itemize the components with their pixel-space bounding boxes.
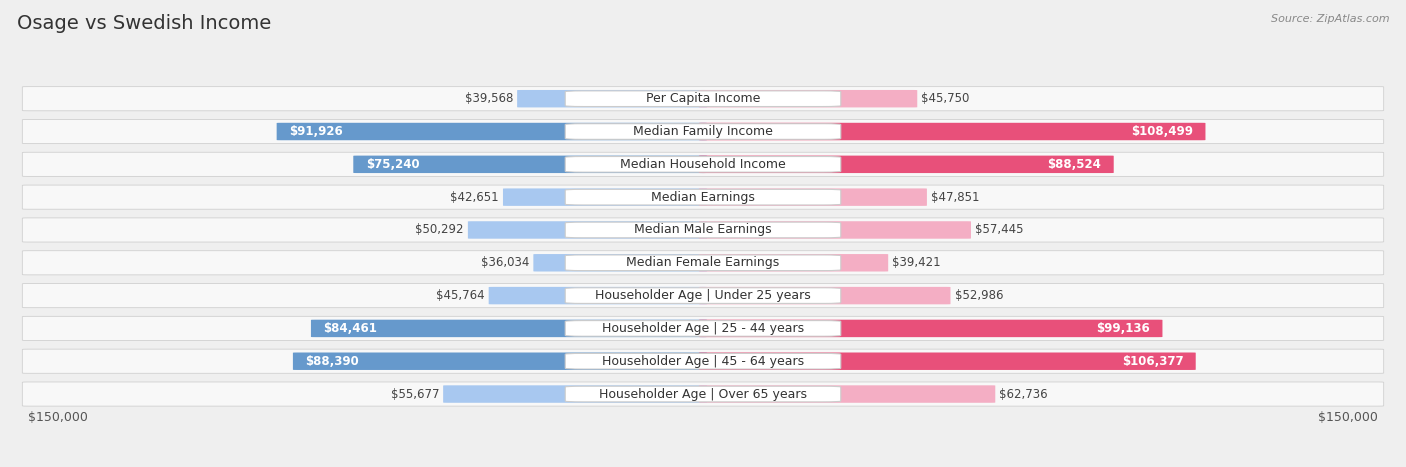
- FancyBboxPatch shape: [22, 283, 1384, 308]
- FancyBboxPatch shape: [22, 382, 1384, 406]
- FancyBboxPatch shape: [565, 354, 841, 369]
- Text: $88,524: $88,524: [1047, 158, 1101, 171]
- FancyBboxPatch shape: [22, 185, 1384, 209]
- Text: Householder Age | Under 25 years: Householder Age | Under 25 years: [595, 289, 811, 302]
- FancyBboxPatch shape: [292, 353, 707, 370]
- Text: $55,677: $55,677: [391, 388, 439, 401]
- FancyBboxPatch shape: [565, 288, 841, 304]
- Text: $50,292: $50,292: [415, 224, 464, 236]
- FancyBboxPatch shape: [565, 255, 841, 270]
- Text: $45,750: $45,750: [921, 92, 970, 105]
- FancyBboxPatch shape: [353, 156, 707, 173]
- Text: $45,764: $45,764: [436, 289, 485, 302]
- FancyBboxPatch shape: [22, 218, 1384, 242]
- FancyBboxPatch shape: [565, 321, 841, 336]
- Text: $106,377: $106,377: [1122, 355, 1184, 368]
- FancyBboxPatch shape: [22, 120, 1384, 143]
- Text: Householder Age | 25 - 44 years: Householder Age | 25 - 44 years: [602, 322, 804, 335]
- FancyBboxPatch shape: [699, 90, 917, 107]
- Text: Median Female Earnings: Median Female Earnings: [627, 256, 779, 269]
- FancyBboxPatch shape: [565, 156, 841, 172]
- FancyBboxPatch shape: [699, 353, 1195, 370]
- FancyBboxPatch shape: [22, 349, 1384, 373]
- Text: Median Household Income: Median Household Income: [620, 158, 786, 171]
- FancyBboxPatch shape: [565, 222, 841, 238]
- Text: $57,445: $57,445: [976, 224, 1024, 236]
- Text: Osage vs Swedish Income: Osage vs Swedish Income: [17, 14, 271, 33]
- FancyBboxPatch shape: [699, 188, 927, 206]
- Text: $62,736: $62,736: [1000, 388, 1047, 401]
- FancyBboxPatch shape: [22, 152, 1384, 177]
- FancyBboxPatch shape: [565, 91, 841, 106]
- FancyBboxPatch shape: [699, 287, 950, 304]
- Text: Median Family Income: Median Family Income: [633, 125, 773, 138]
- Text: Householder Age | Over 65 years: Householder Age | Over 65 years: [599, 388, 807, 401]
- FancyBboxPatch shape: [468, 221, 707, 239]
- Text: Median Male Earnings: Median Male Earnings: [634, 224, 772, 236]
- FancyBboxPatch shape: [699, 156, 1114, 173]
- FancyBboxPatch shape: [22, 86, 1384, 111]
- FancyBboxPatch shape: [699, 254, 889, 271]
- Text: Per Capita Income: Per Capita Income: [645, 92, 761, 105]
- Text: $36,034: $36,034: [481, 256, 529, 269]
- Text: $108,499: $108,499: [1130, 125, 1194, 138]
- Text: Median Earnings: Median Earnings: [651, 191, 755, 204]
- Text: $39,421: $39,421: [893, 256, 941, 269]
- FancyBboxPatch shape: [443, 385, 707, 403]
- Text: $52,986: $52,986: [955, 289, 1002, 302]
- FancyBboxPatch shape: [533, 254, 707, 271]
- Text: $91,926: $91,926: [290, 125, 343, 138]
- FancyBboxPatch shape: [699, 320, 1163, 337]
- FancyBboxPatch shape: [699, 123, 1205, 140]
- FancyBboxPatch shape: [565, 386, 841, 402]
- Text: Householder Age | 45 - 64 years: Householder Age | 45 - 64 years: [602, 355, 804, 368]
- Text: $75,240: $75,240: [366, 158, 419, 171]
- FancyBboxPatch shape: [565, 189, 841, 205]
- FancyBboxPatch shape: [503, 188, 707, 206]
- Text: Source: ZipAtlas.com: Source: ZipAtlas.com: [1271, 14, 1389, 24]
- FancyBboxPatch shape: [517, 90, 707, 107]
- FancyBboxPatch shape: [277, 123, 707, 140]
- FancyBboxPatch shape: [565, 124, 841, 139]
- Text: $88,390: $88,390: [305, 355, 359, 368]
- FancyBboxPatch shape: [311, 320, 707, 337]
- FancyBboxPatch shape: [699, 385, 995, 403]
- Text: $99,136: $99,136: [1097, 322, 1150, 335]
- Text: $42,651: $42,651: [450, 191, 499, 204]
- FancyBboxPatch shape: [489, 287, 707, 304]
- FancyBboxPatch shape: [22, 251, 1384, 275]
- Text: $150,000: $150,000: [28, 411, 87, 424]
- Text: $39,568: $39,568: [464, 92, 513, 105]
- Text: $150,000: $150,000: [1319, 411, 1378, 424]
- FancyBboxPatch shape: [22, 316, 1384, 340]
- Text: $47,851: $47,851: [931, 191, 980, 204]
- FancyBboxPatch shape: [699, 221, 972, 239]
- Text: $84,461: $84,461: [323, 322, 377, 335]
